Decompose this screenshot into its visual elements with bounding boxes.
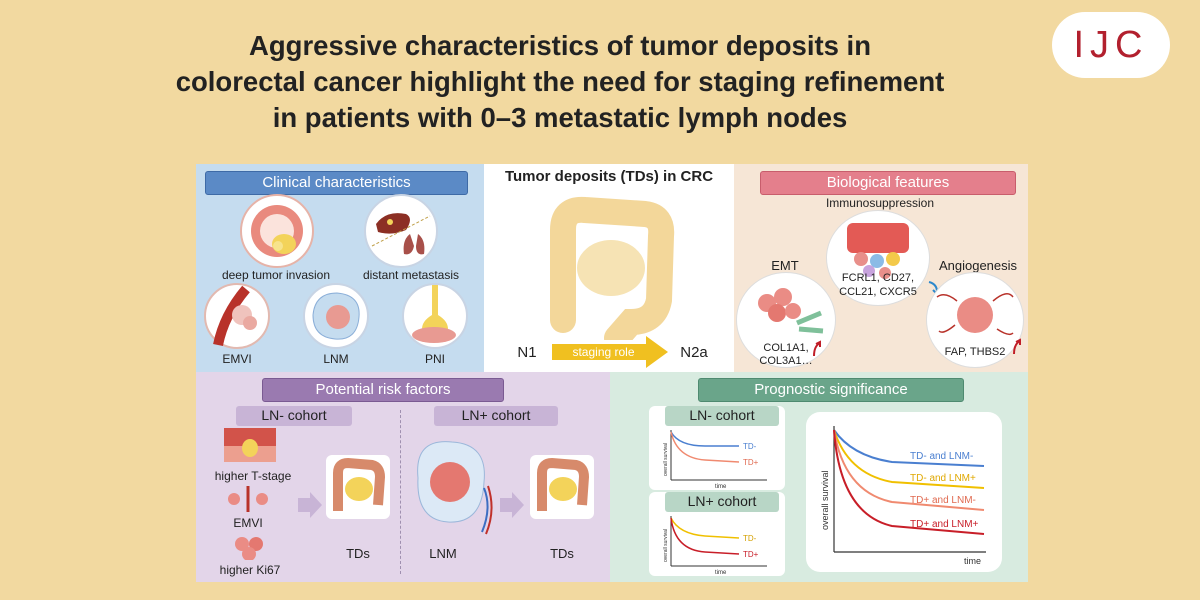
- emt-genes-line-2: COL3A1…: [759, 355, 813, 367]
- colon-illustration: [550, 196, 675, 340]
- liver-lung-icon: [371, 213, 431, 255]
- staging-role-label: staging role: [572, 345, 635, 359]
- tds-colon-icon-2: [537, 457, 590, 511]
- immuno-genes-line-1: FCRL1, CD27,: [841, 272, 915, 284]
- angio-illustration: [926, 272, 1024, 368]
- emvi-label: EMVI: [222, 352, 252, 366]
- prognostic-heading: Prognostic significance: [698, 378, 964, 402]
- journal-logo: [1052, 12, 1170, 78]
- title-line-3: in patients with 0–3 metastatic lymph no…: [272, 102, 848, 133]
- angio-genes: FAP, THBS2: [944, 346, 1006, 358]
- combined-ylabel: overall survival: [820, 470, 830, 530]
- lymph-node-icon: [312, 292, 360, 340]
- curve-label-1: TD- and LNM-: [910, 451, 973, 462]
- title-line-1: Aggressive characteristics of tumor depo…: [249, 30, 871, 61]
- tds-colon-icon: [333, 457, 386, 511]
- emt-cells-icon: [758, 288, 824, 334]
- risk-factor-emvi: EMVI: [233, 516, 263, 530]
- lnm-risk-label: LNM: [429, 546, 457, 561]
- tds-right-illustration: [530, 455, 594, 519]
- blood-vessel-icon: [936, 293, 1014, 336]
- risk-ln-neg-heading: LN- cohort: [236, 406, 352, 426]
- journal-logo-text: IJC: [1073, 24, 1149, 66]
- ki67-cells-icon: [235, 537, 263, 560]
- ln-neg-td-plus-label: TD+: [743, 458, 759, 467]
- curve-label-4: TD+ and LNM+: [910, 519, 979, 530]
- risk-factor-t-stage: higher T-stage: [214, 469, 292, 483]
- prog-ln-neg-heading: LN- cohort: [665, 406, 779, 426]
- ln-pos-td-plus-label: TD+: [743, 550, 759, 559]
- ln-pos-xlabel: time: [715, 570, 727, 576]
- combined-xlabel: time: [964, 556, 981, 566]
- biological-heading: Biological features: [760, 171, 1016, 195]
- up-arrow-icon: [813, 340, 821, 357]
- tds-right-label: TDs: [550, 546, 574, 561]
- ln-neg-xlabel: time: [715, 484, 727, 490]
- nerve-icon: [412, 285, 456, 343]
- up-arrow-icon-2: [1013, 338, 1021, 355]
- ln-neg-td-minus-label: TD-: [743, 442, 757, 451]
- lnm-illustration: [303, 283, 369, 349]
- staging-arrow: [552, 336, 668, 368]
- ln-pos-km-plot: TD- TD+ overall survival time: [663, 516, 767, 576]
- curve-label-3: TD+ and LNM-: [910, 495, 976, 506]
- risk-factor-ki67: higher Ki67: [219, 563, 281, 577]
- immuno-illustration: [826, 210, 930, 306]
- risk-divider: [400, 410, 401, 574]
- ln-neg-ylabel: overall survival: [663, 443, 669, 476]
- emvi-cells-icon: [228, 486, 268, 512]
- immune-cells-icon: [847, 223, 909, 279]
- immuno-genes-line-2: CCL21, CXCR5: [839, 286, 917, 298]
- emvi-illustration: [204, 283, 270, 349]
- title-line-2: colorectal cancer highlight the need for…: [175, 66, 945, 97]
- page-title: Aggressive characteristics of tumor depo…: [60, 28, 1060, 136]
- ln-pos-td-minus-label: TD-: [743, 534, 757, 543]
- colon-wall-icon: [251, 205, 303, 257]
- deep-invasion-label: deep tumor invasion: [221, 268, 331, 282]
- tds-left-label: TDs: [346, 546, 370, 561]
- lnm-cluster-illustration: [417, 441, 493, 535]
- tds-left-illustration: [326, 455, 390, 519]
- ln-neg-km-plot: TD- TD+ overall survival time: [663, 430, 767, 490]
- stage-n2a: N2a: [680, 344, 708, 361]
- lnm-label: LNM: [323, 352, 349, 366]
- risk-heading: Potential risk factors: [262, 378, 504, 402]
- emt-genes-line-1: COL1A1,: [763, 342, 809, 354]
- emt-illustration: [736, 272, 836, 368]
- curve-label-2: TD- and LNM+: [910, 473, 976, 484]
- clinical-heading: Clinical characteristics: [205, 171, 468, 195]
- deep-invasion-illustration: [240, 194, 314, 268]
- pni-label: PNI: [424, 352, 445, 366]
- combined-km-plot: TD- and LNM- TD- and LNM+ TD+ and LNM- T…: [820, 426, 986, 566]
- stage-n1: N1: [517, 344, 537, 361]
- arrow-to-tds-left: [298, 492, 322, 518]
- risk-ln-pos-heading: LN+ cohort: [434, 406, 558, 426]
- distant-metastasis-illustration: [364, 194, 438, 268]
- arrow-to-tds-right: [500, 492, 524, 518]
- ln-pos-ylabel: overall survival: [663, 529, 669, 562]
- t-stage-icon: [224, 428, 276, 462]
- emt-label: EMT: [771, 258, 799, 273]
- combined-km-card: [806, 412, 1002, 572]
- center-heading: Tumor deposits (TDs) in CRC: [504, 168, 714, 185]
- vessel-icon: [213, 285, 257, 347]
- pni-illustration: [402, 283, 468, 349]
- distant-metastasis-label: distant metastasis: [362, 268, 460, 282]
- angiogenesis-label: Angiogenesis: [938, 258, 1018, 273]
- prog-ln-pos-heading: LN+ cohort: [665, 492, 779, 512]
- immunosuppression-label: Immunosuppression: [825, 196, 935, 210]
